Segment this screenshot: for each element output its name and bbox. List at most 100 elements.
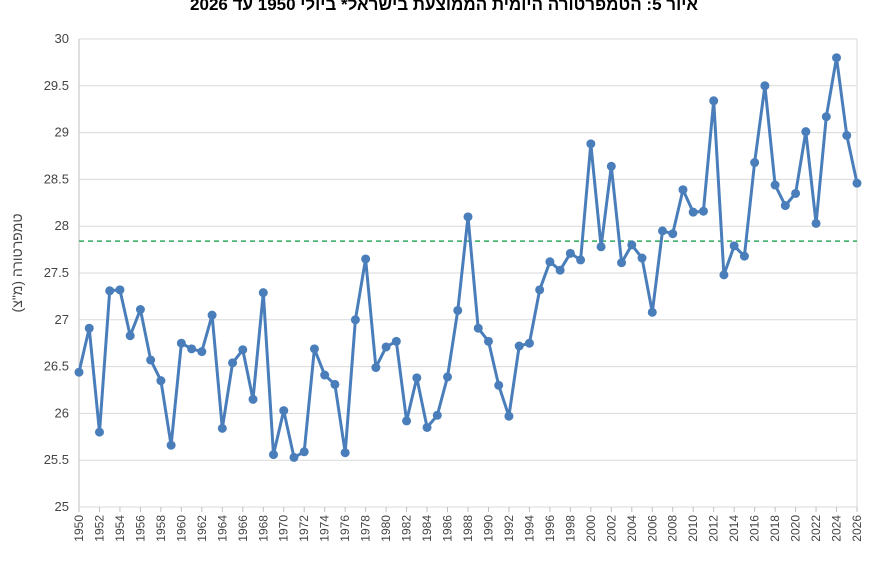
data-point (340, 448, 350, 458)
data-point (269, 450, 278, 460)
data-point (258, 288, 268, 298)
data-point (852, 178, 862, 188)
x-tick-label: 2016 (748, 515, 762, 542)
data-point (596, 242, 606, 252)
x-tick-label: 1966 (236, 515, 250, 542)
data-point (443, 372, 453, 382)
data-point (504, 411, 514, 421)
x-tick-label: 1956 (133, 515, 147, 542)
data-point (135, 305, 145, 315)
data-point (760, 81, 770, 91)
y-tick-label: 29 (55, 125, 69, 140)
data-point (719, 270, 729, 280)
data-point (422, 422, 432, 432)
y-tick-label: 28 (55, 218, 69, 233)
y-tick-label: 29.5 (44, 78, 69, 93)
data-point (350, 315, 360, 325)
data-point (688, 207, 698, 217)
y-axis-label: טמפרטורה (מ"צ) (9, 214, 25, 313)
data-point (524, 338, 534, 348)
x-tick-label: 2024 (830, 515, 844, 542)
x-tick-label: 2018 (768, 515, 782, 542)
data-point (391, 336, 401, 346)
x-tick-label: 1958 (154, 515, 168, 542)
data-point (279, 406, 289, 416)
data-point (84, 323, 94, 333)
y-tick-label: 26 (55, 405, 69, 420)
x-tick-label: 1992 (502, 515, 516, 542)
x-tick-label: 1986 (441, 515, 455, 542)
x-tick-label: 2006 (645, 515, 659, 542)
data-point (709, 96, 719, 106)
data-point (146, 355, 156, 365)
x-tick-label: 1954 (113, 515, 127, 542)
x-tick-label: 2020 (789, 515, 803, 542)
data-point (770, 180, 780, 190)
x-tick-label: 2008 (666, 515, 680, 542)
x-tick-label: 2014 (727, 515, 741, 542)
x-tick-label: 1998 (563, 515, 577, 542)
x-tick-label: 1978 (359, 515, 373, 542)
data-point (832, 53, 842, 63)
data-point (74, 367, 84, 377)
data-point (750, 158, 760, 168)
data-point (555, 265, 565, 275)
x-tick-label: 1964 (215, 515, 229, 542)
x-tick-label: 2012 (707, 515, 721, 542)
data-point (811, 218, 821, 228)
data-point (412, 373, 422, 383)
data-point (739, 251, 749, 261)
x-tick-label: 2026 (850, 515, 864, 542)
y-tick-label: 25 (55, 499, 69, 514)
x-tick-label: 1984 (420, 515, 434, 542)
x-tick-label: 1990 (481, 515, 495, 542)
data-point (320, 370, 330, 380)
data-point (463, 212, 473, 222)
data-point (494, 380, 504, 390)
data-point (371, 363, 381, 373)
data-point (545, 257, 555, 267)
data-point (309, 344, 319, 354)
data-point (115, 285, 125, 295)
x-tick-label: 1962 (195, 515, 209, 542)
data-point (166, 440, 176, 450)
data-point (361, 254, 371, 264)
data-point (176, 338, 186, 348)
x-tick-label: 1996 (543, 515, 557, 542)
x-tick-label: 1960 (174, 515, 188, 542)
data-point (197, 347, 207, 357)
data-point (842, 130, 852, 140)
data-point (627, 240, 637, 250)
data-point (432, 410, 442, 420)
x-tick-label: 2004 (625, 515, 639, 542)
data-point (780, 201, 790, 211)
x-tick-label: 1988 (461, 515, 475, 542)
x-tick-label: 2022 (809, 515, 823, 542)
data-point (299, 447, 309, 457)
data-point (606, 161, 616, 171)
data-point (698, 206, 708, 216)
y-tick-label: 27.5 (44, 265, 69, 280)
data-point (483, 336, 493, 346)
x-tick-label: 1982 (400, 515, 414, 542)
data-point (105, 286, 115, 296)
data-point (473, 323, 483, 333)
data-point (514, 341, 524, 351)
y-tick-label: 27 (55, 312, 69, 327)
x-tick-label: 1994 (522, 515, 536, 542)
data-point (821, 112, 831, 122)
x-tick-label: 1976 (338, 515, 352, 542)
y-tick-label: 30 (55, 31, 69, 46)
x-tick-label: 2000 (584, 515, 598, 542)
data-point (617, 258, 627, 268)
data-point (94, 427, 104, 437)
data-point (647, 307, 657, 317)
data-point (801, 127, 811, 137)
data-point (187, 344, 197, 354)
data-point (381, 342, 391, 352)
data-point (565, 248, 575, 258)
x-tick-label: 1980 (379, 515, 393, 542)
series-temperature (74, 53, 862, 462)
x-tick-label: 1968 (256, 515, 270, 542)
